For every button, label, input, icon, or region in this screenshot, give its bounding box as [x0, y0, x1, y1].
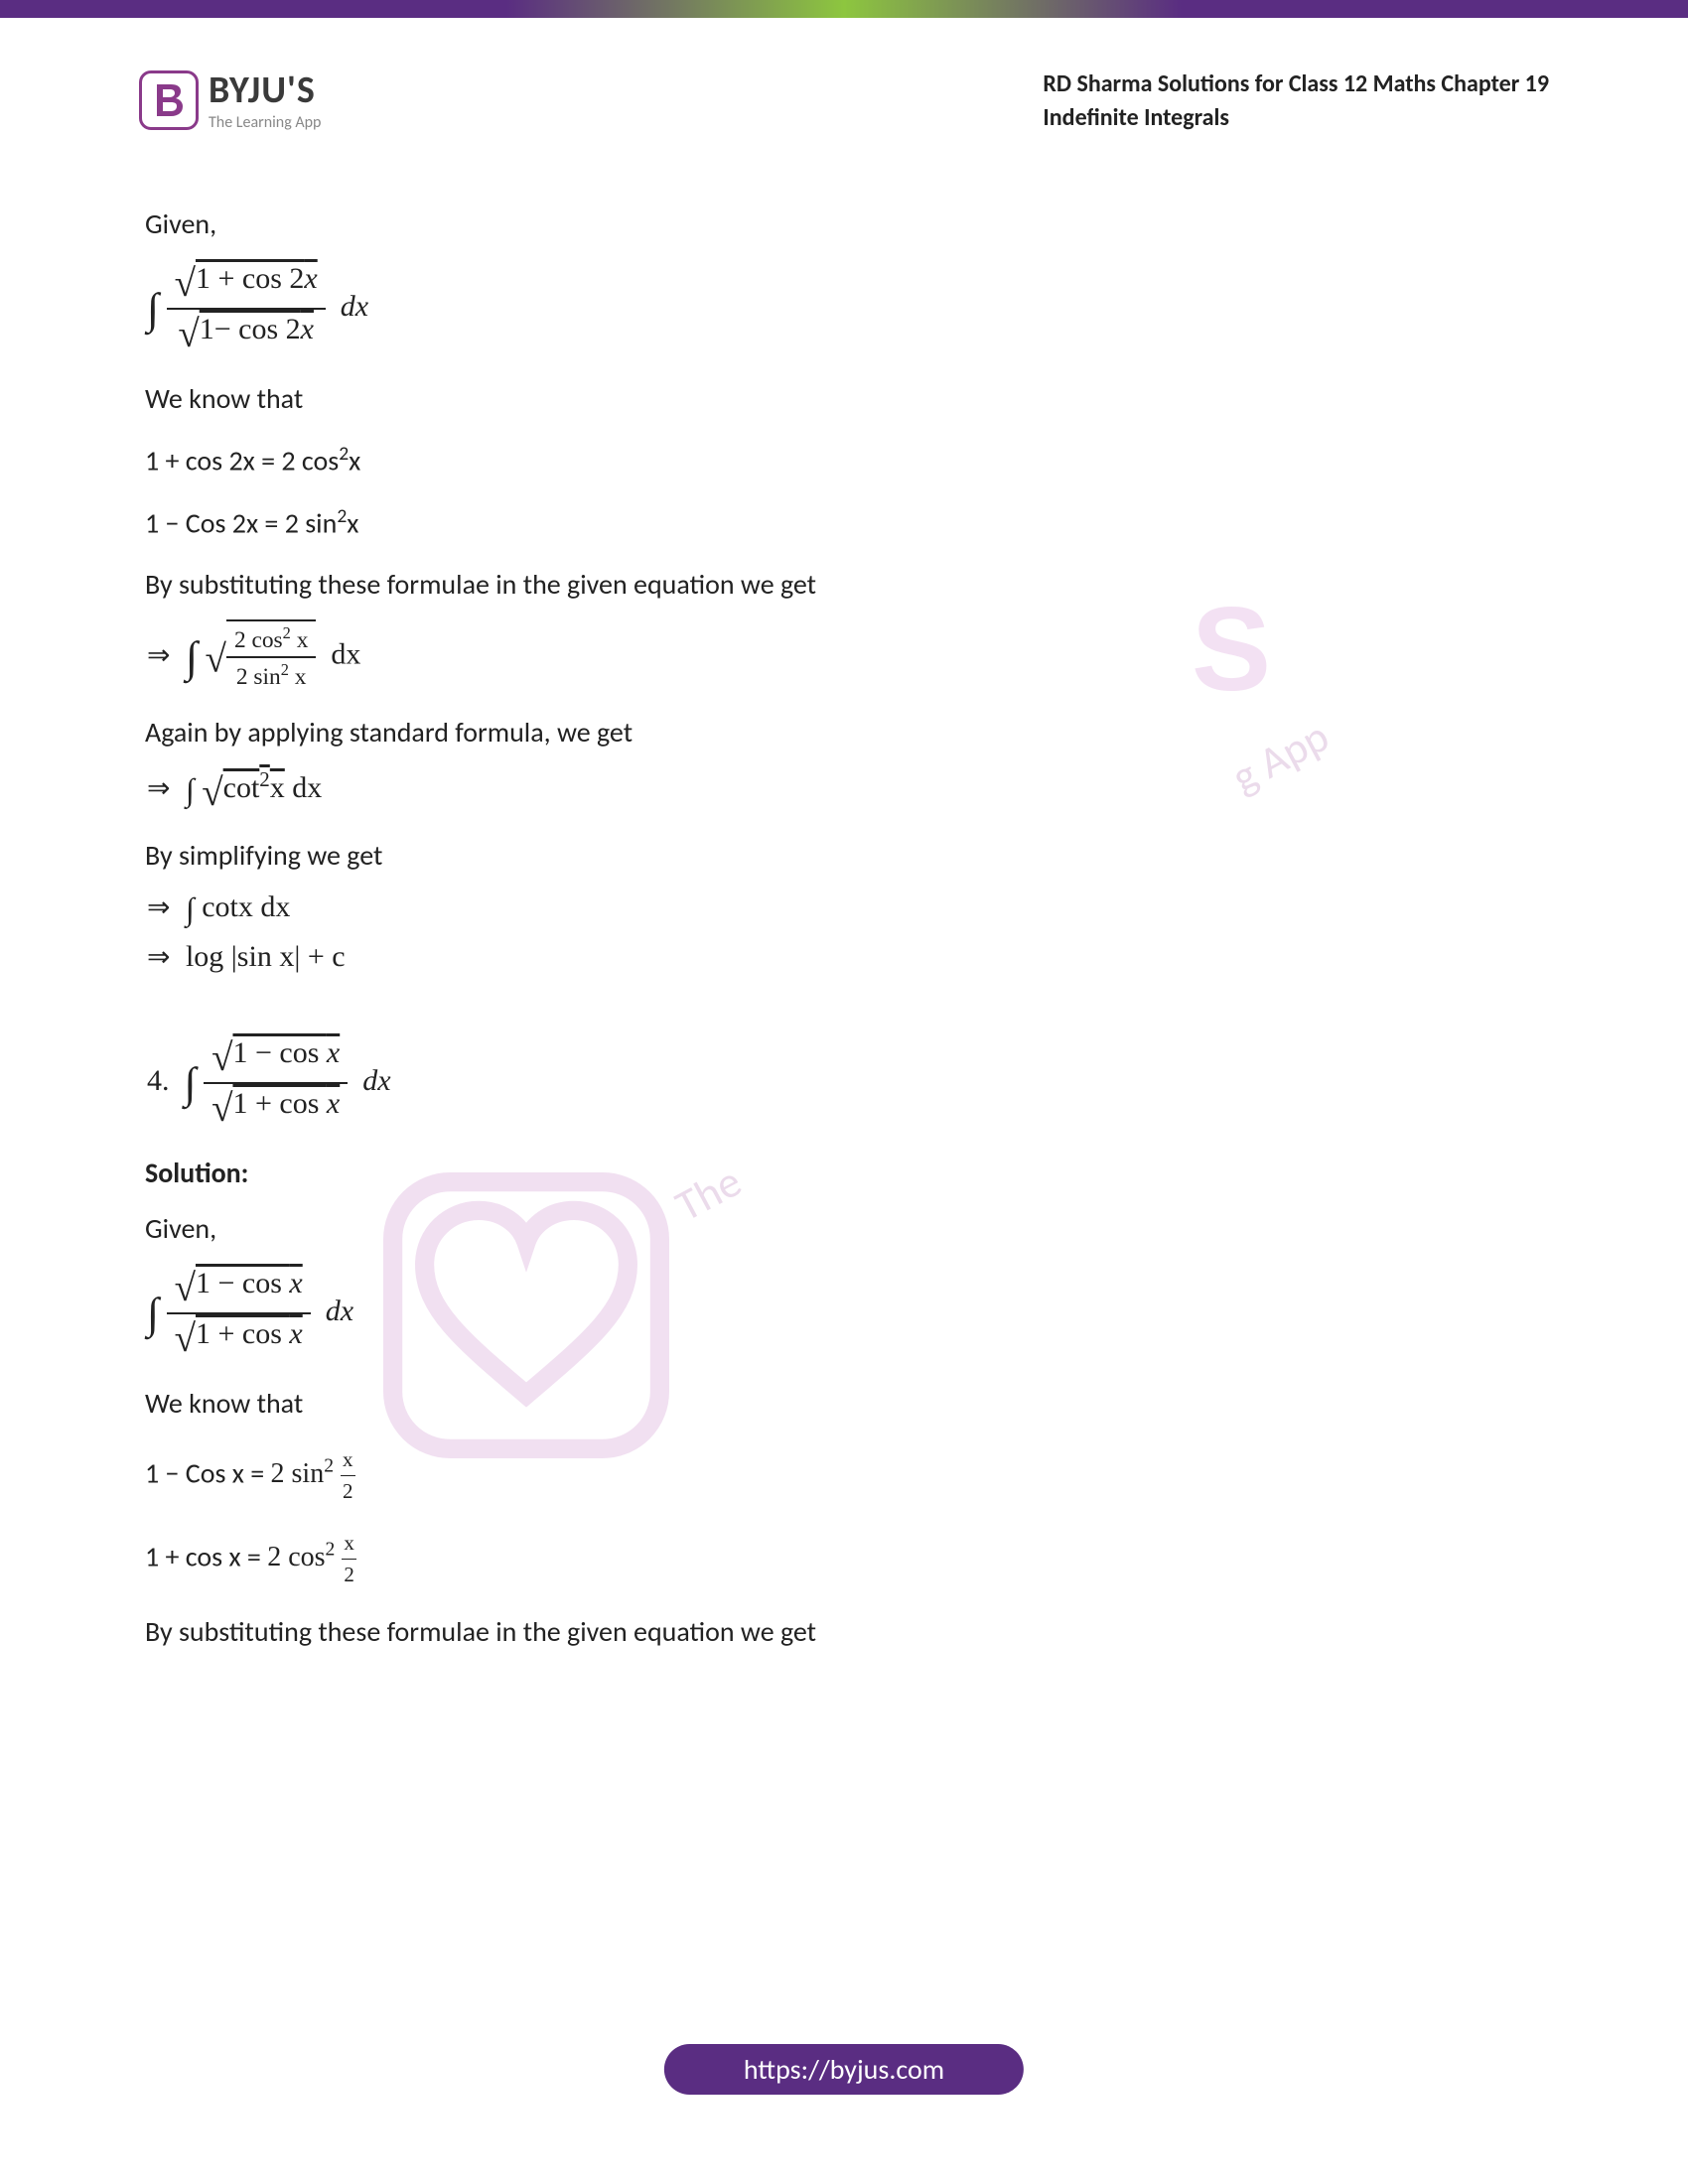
we-know-that-1: We know that — [145, 378, 1549, 420]
substituting-text-2: By substituting these formulae in the gi… — [145, 1611, 1549, 1653]
apply-standard: Again by applying standard formula, we g… — [145, 712, 1549, 753]
problem-4-number: 4. — [147, 1064, 170, 1097]
brand-name: BYJU'S — [209, 68, 321, 113]
math-step-3: ⇒ ∫ cotx dx — [147, 890, 1549, 928]
main-content: S g App The Given, ∫ √1 + cos 2x √1− cos… — [0, 164, 1688, 1786]
math-step-2: ⇒ ∫ √cot2x dx — [147, 767, 1549, 815]
given-label-1: Given, — [145, 204, 1549, 245]
identity-2: 1 − Cos 2x = 2 sin2x — [145, 502, 1549, 544]
identity-1: 1 + cos 2x = 2 cos2x — [145, 440, 1549, 481]
logo-text-block: BYJU'S The Learning App — [209, 68, 321, 132]
identity-4: 1 + cos x = 2 cos2 x2 — [145, 1528, 1549, 1591]
given-label-2: Given, — [145, 1208, 1549, 1250]
document-title: RD Sharma Solutions for Class 12 Maths C… — [1043, 68, 1549, 134]
we-know-that-2: We know that — [145, 1383, 1549, 1425]
math-integral-2: ∫ √1 − cos x √1 + cos x dx — [147, 1264, 1549, 1363]
page-header: BYJU'S The Learning App RD Sharma Soluti… — [0, 18, 1688, 164]
top-accent-bar — [0, 0, 1688, 18]
math-step-4: ⇒ log |sin x| + c — [147, 940, 1549, 974]
title-line-1: RD Sharma Solutions for Class 12 Maths C… — [1043, 69, 1549, 98]
math-integral-1: ∫ √1 + cos 2x √1− cos 2x dx — [147, 259, 1549, 358]
math-step-1: ⇒ ∫ √ 2 cos2 x 2 sin2 x dx — [147, 619, 1549, 693]
identity-3: 1 − Cos x = 2 sin2 x2 — [145, 1444, 1549, 1508]
simplifying-text: By simplifying we get — [145, 835, 1549, 877]
solution-label: Solution: — [145, 1153, 1549, 1194]
footer-url[interactable]: https://byjus.com — [664, 2044, 1024, 2095]
logo-icon — [139, 70, 199, 130]
substituting-text-1: By substituting these formulae in the gi… — [145, 564, 1549, 606]
logo-glyph-icon — [149, 80, 189, 120]
title-line-2: Indefinite Integrals — [1043, 103, 1229, 132]
brand-tagline: The Learning App — [209, 113, 321, 132]
brand-logo: BYJU'S The Learning App — [139, 68, 321, 132]
problem-4: 4. ∫ √1 − cos x √1 + cos x dx — [147, 1033, 1549, 1133]
